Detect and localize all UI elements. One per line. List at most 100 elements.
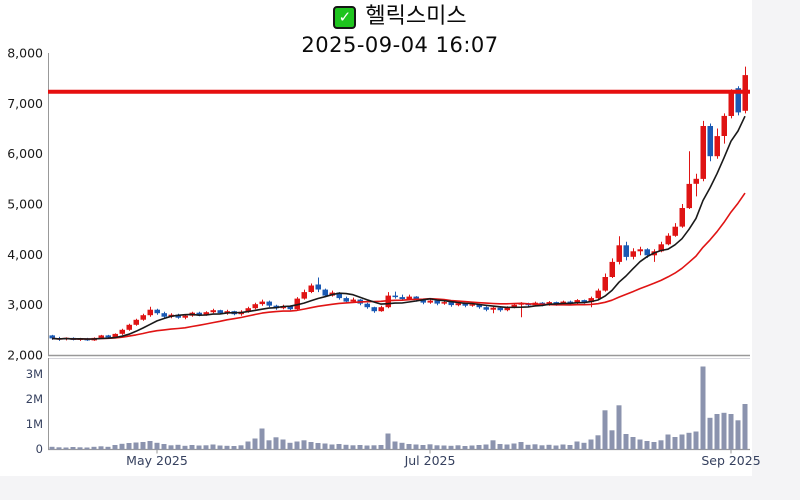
month-label: Sep 2025 xyxy=(701,453,760,468)
volume-bar xyxy=(49,446,55,450)
volume-bar xyxy=(56,447,62,450)
candle-body xyxy=(371,307,377,312)
volume-bar xyxy=(182,445,188,450)
volume-bar xyxy=(532,444,538,450)
candle-body xyxy=(679,208,685,227)
volume-bar xyxy=(588,439,594,450)
volume-bar xyxy=(623,434,629,450)
volume-bar xyxy=(448,445,454,450)
price-axis-label: 4,000 xyxy=(7,247,43,262)
volume-bar xyxy=(77,447,83,450)
volume-bar xyxy=(196,445,202,450)
candle-body xyxy=(245,308,251,312)
green-checkbox-icon: ✓ xyxy=(333,5,357,29)
candle-body xyxy=(378,307,384,312)
volume-bar xyxy=(70,447,76,450)
candle-body xyxy=(707,126,713,157)
candle-body xyxy=(126,324,132,330)
candle-body xyxy=(658,244,664,252)
price-axis-label: 8,000 xyxy=(7,46,43,61)
volume-bar xyxy=(434,445,440,450)
volume-bar xyxy=(455,445,461,450)
candle-body xyxy=(266,301,272,306)
candle-body xyxy=(497,307,503,311)
volume-bar xyxy=(336,444,342,450)
volume-bar xyxy=(259,428,265,450)
candle-body xyxy=(665,235,671,245)
volume-bar xyxy=(644,441,650,450)
stock-chart-panel xyxy=(0,0,752,476)
volume-bar xyxy=(427,444,433,450)
volume-bar xyxy=(483,444,489,450)
candle-body xyxy=(434,300,440,304)
candle-body xyxy=(140,315,146,320)
volume-bar xyxy=(497,444,503,450)
candle-body xyxy=(406,296,412,300)
candle-body xyxy=(735,88,741,113)
volume-bar xyxy=(322,443,328,450)
candle-body xyxy=(399,297,405,300)
volume-bar xyxy=(637,439,643,450)
price-axis-label: 2,000 xyxy=(7,348,43,363)
volume-bar xyxy=(567,445,573,450)
candle-body xyxy=(700,126,706,179)
volume-bar xyxy=(343,444,349,450)
volume-bar xyxy=(462,446,468,450)
volume-bar xyxy=(371,445,377,450)
candle-body xyxy=(301,292,307,299)
volume-bar xyxy=(140,442,146,450)
candle-body xyxy=(476,304,482,308)
volume-bar xyxy=(280,439,286,450)
volume-bar xyxy=(658,440,664,450)
volume-bar xyxy=(399,442,405,450)
volume-bar xyxy=(266,440,272,450)
volume-bar xyxy=(273,437,279,450)
volume-bar xyxy=(406,444,412,450)
candle-body xyxy=(112,333,118,338)
volume-axis-label: 2M xyxy=(26,392,43,406)
candle-body xyxy=(567,301,573,304)
candle-body xyxy=(182,315,188,318)
volume-bar xyxy=(413,444,419,450)
volume-bar xyxy=(546,444,552,450)
volume-bar xyxy=(112,445,118,450)
volume-bar xyxy=(364,445,370,450)
volume-bar xyxy=(385,433,391,450)
volume-bar xyxy=(98,446,104,450)
volume-bar xyxy=(721,412,727,450)
volume-bar xyxy=(161,444,167,450)
candle-body xyxy=(644,249,650,256)
candle-body xyxy=(294,298,300,310)
candle-body xyxy=(343,298,349,302)
candle-body xyxy=(105,335,111,338)
candle-body xyxy=(133,319,139,325)
candle-body xyxy=(637,249,643,252)
candle-body xyxy=(588,298,594,303)
volume-bar xyxy=(294,441,300,450)
volume-bar xyxy=(679,434,685,450)
candle-body xyxy=(161,313,167,317)
volume-bar xyxy=(245,441,251,450)
candle-body xyxy=(518,303,524,305)
chart-title-row: ✓ 헬릭스미스 xyxy=(0,4,800,30)
candle-body xyxy=(315,284,321,290)
candle-body xyxy=(252,304,258,309)
volume-bar xyxy=(357,445,363,450)
volume-bar xyxy=(329,444,335,450)
volume-bar xyxy=(511,443,517,450)
volume-bar xyxy=(700,366,706,450)
volume-bar xyxy=(581,442,587,450)
volume-bar xyxy=(595,435,601,450)
candle-body xyxy=(714,136,720,157)
candle-body xyxy=(322,289,328,296)
volume-bar xyxy=(742,404,748,450)
volume-axis-label: 3M xyxy=(26,367,43,381)
candle-body xyxy=(462,303,468,306)
volume-axis-label: 0 xyxy=(36,442,43,456)
volume-bar xyxy=(217,445,223,450)
chart-datetime: 2025-09-04 16:07 xyxy=(301,33,499,57)
volume-bar xyxy=(504,444,510,450)
candle-body xyxy=(203,312,209,316)
volume-bar xyxy=(126,443,132,450)
